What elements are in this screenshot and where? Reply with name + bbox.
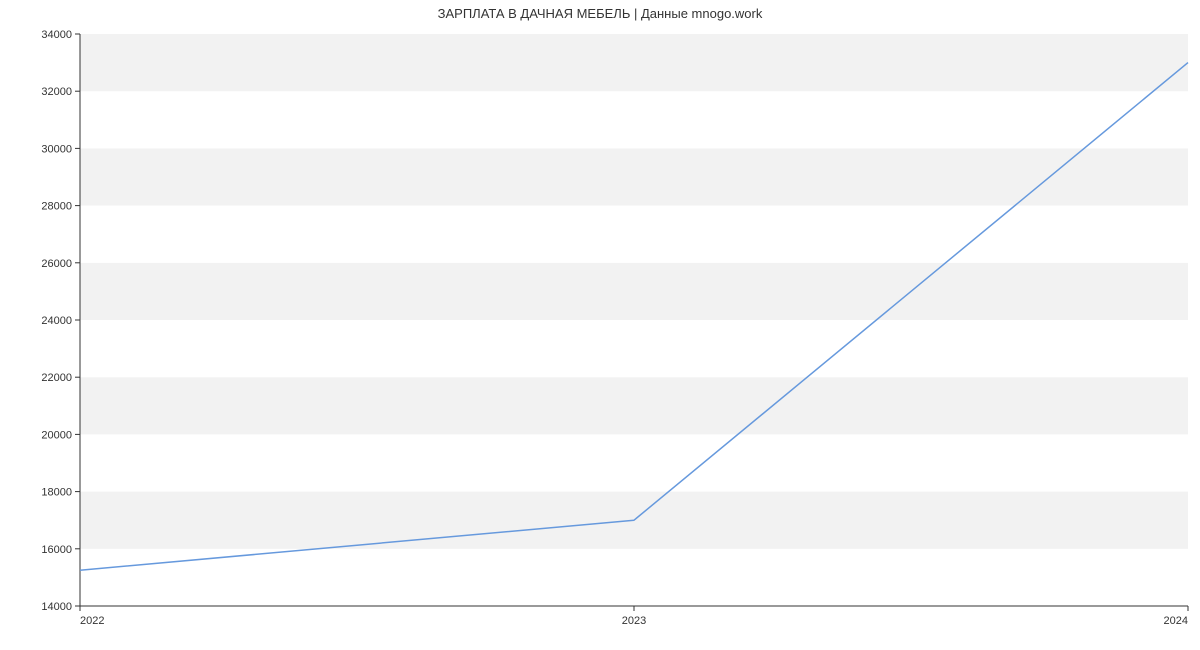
svg-text:30000: 30000: [41, 143, 72, 155]
svg-text:32000: 32000: [41, 86, 72, 98]
svg-text:2024: 2024: [1164, 615, 1188, 627]
svg-text:34000: 34000: [41, 29, 72, 41]
svg-text:28000: 28000: [41, 201, 72, 213]
svg-text:24000: 24000: [41, 315, 72, 327]
svg-text:22000: 22000: [41, 372, 72, 384]
svg-text:14000: 14000: [41, 601, 72, 613]
chart-title: ЗАРПЛАТА В ДАЧНАЯ МЕБЕЛЬ | Данные mnogo.…: [0, 6, 1200, 21]
salary-line-chart: ЗАРПЛАТА В ДАЧНАЯ МЕБЕЛЬ | Данные mnogo.…: [0, 0, 1200, 650]
svg-text:26000: 26000: [41, 258, 72, 270]
svg-text:2023: 2023: [622, 615, 646, 627]
svg-text:18000: 18000: [41, 487, 72, 499]
svg-text:16000: 16000: [41, 544, 72, 556]
svg-text:20000: 20000: [41, 429, 72, 441]
svg-text:2022: 2022: [80, 615, 104, 627]
chart-svg: 14000 16000 18000 20000 22000 24000 26000 28000…: [0, 0, 1200, 650]
